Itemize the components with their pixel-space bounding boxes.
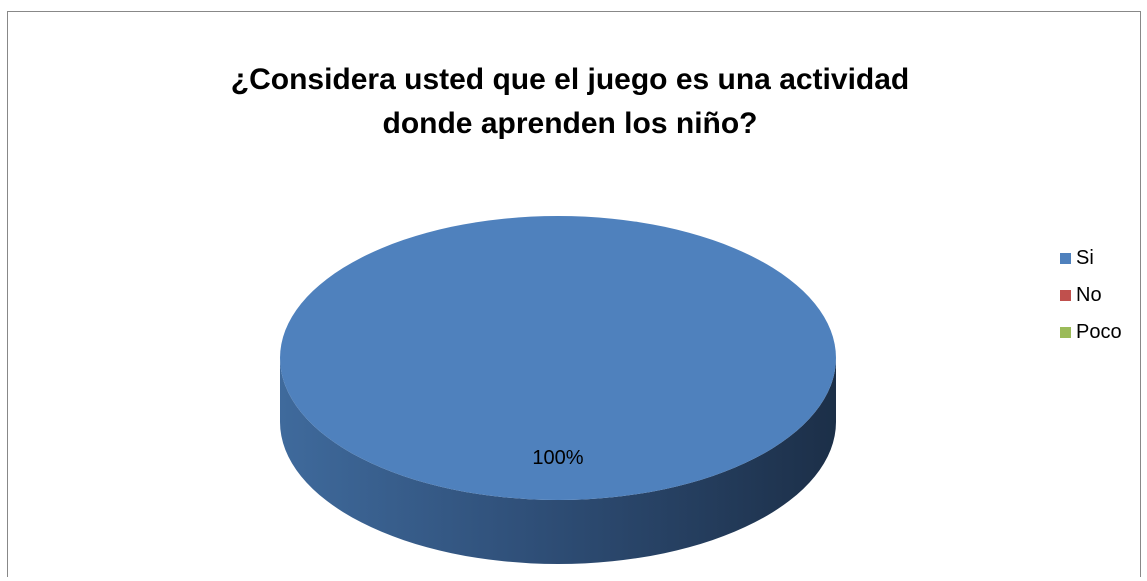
legend-item-poco: Poco bbox=[1060, 314, 1122, 351]
legend-item-si: Si bbox=[1060, 240, 1122, 277]
legend: Si No Poco bbox=[1060, 240, 1122, 351]
legend-label-no: No bbox=[1076, 284, 1102, 307]
legend-swatch-no bbox=[1060, 290, 1071, 301]
legend-label-si: Si bbox=[1076, 247, 1094, 270]
legend-swatch-si bbox=[1060, 253, 1071, 264]
legend-label-poco: Poco bbox=[1076, 321, 1122, 344]
data-label-si: 100% bbox=[532, 447, 583, 469]
legend-item-no: No bbox=[1060, 277, 1122, 314]
legend-swatch-poco bbox=[1060, 327, 1071, 338]
